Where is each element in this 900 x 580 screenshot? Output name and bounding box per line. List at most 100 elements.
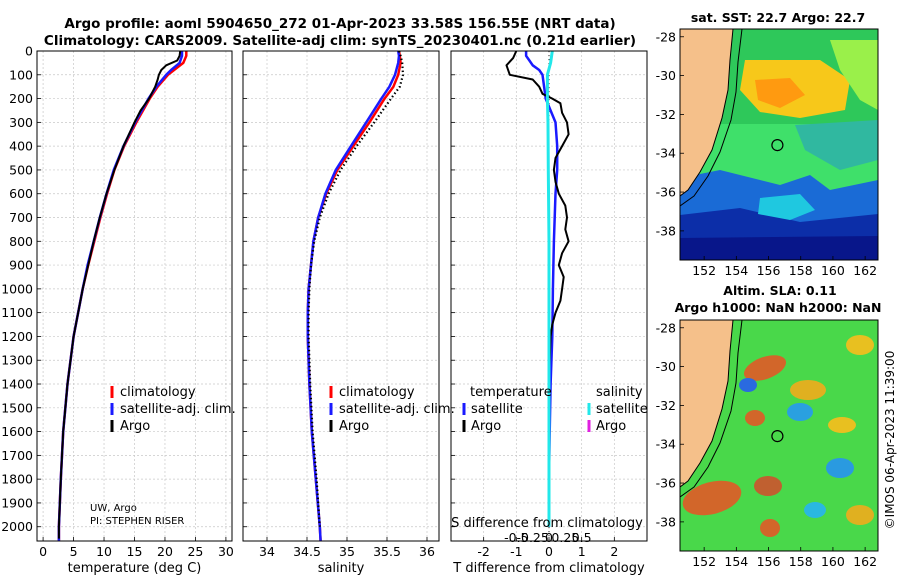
x-tick-label: 15: [127, 544, 143, 559]
y-tick-label: 300: [9, 115, 33, 130]
map-x-tick-label: 158: [789, 554, 813, 569]
series-group: [306, 51, 405, 541]
map-y-tick-label: -28: [656, 29, 676, 44]
legend-label-s-argo: Argo: [596, 419, 626, 434]
y-tick-label: 1200: [1, 329, 33, 344]
y-tick-label: 700: [9, 210, 33, 225]
legend-title-salinity: salinity: [596, 385, 643, 400]
y-tick-label: 800: [9, 234, 33, 249]
x-tick-label: 0: [545, 544, 553, 559]
map-x-tick-label: 158: [789, 263, 813, 278]
sla-map-title: Altim. SLA: 0.11: [723, 283, 836, 298]
y-tick-label: 1600: [1, 424, 33, 439]
sst-isobath: [680, 29, 743, 207]
series-line-argo: [57, 51, 182, 539]
credit-pi: PI: STEPHEN RISER: [90, 516, 184, 527]
sla-high-5: [828, 417, 856, 433]
map-y-tick-label: -38: [656, 514, 676, 529]
legend-label-climatology: climatology: [120, 385, 196, 400]
sla-high-9: [846, 505, 874, 525]
secondary-tick-label: -0.5: [504, 530, 528, 545]
y-tick-label: 1900: [1, 495, 33, 510]
map-x-tick-label: 154: [724, 263, 748, 278]
sla-low-3: [826, 458, 854, 478]
map-y-tick-label: -36: [656, 185, 676, 200]
sst-warm-peak: [755, 78, 805, 108]
map-x-tick-label: 162: [853, 554, 877, 569]
temperature-panel: 0100200300400500600700800900100011001200…: [1, 44, 234, 577]
map-y-tick-label: -30: [656, 68, 676, 83]
map-y-tick-label: -32: [656, 398, 676, 413]
legend-label-t-satellite: satellite: [471, 402, 523, 417]
series-line-s-satellite: [545, 51, 554, 527]
plot-frame: [242, 50, 440, 542]
sst-map: [680, 29, 878, 260]
sst-land: [680, 29, 733, 196]
salinity-panel: 34 34.5 35 35.5 36 salinity: [242, 50, 440, 576]
sst-coastline: [680, 29, 734, 197]
x-tick-label: 34.5: [293, 544, 321, 559]
header-line-2: Climatology: CARS2009. Satellite-adj cli…: [44, 33, 636, 49]
sst-map-frame: [679, 28, 879, 261]
map-x-tick-label: 152: [692, 263, 716, 278]
map-x-tick-label: 154: [724, 554, 748, 569]
header-line-1: Argo profile: aoml 5904650_272 01-Apr-20…: [64, 16, 615, 32]
secondary-tick-label: 0.5: [572, 530, 592, 545]
sla-map-subtitle: Argo h1000: NaN h2000: NaN: [675, 300, 882, 315]
y-tick-label: 1400: [1, 377, 33, 392]
temperature-legend: climatology satellite-adj. clim. Argo: [110, 385, 236, 434]
series-line-satellite-adj-clim-: [306, 51, 401, 541]
legend-label-argo: Argo: [339, 419, 369, 434]
y-tick-label: 500: [9, 162, 33, 177]
x-tick-label: 25: [187, 544, 203, 559]
x-tick-label: 5: [70, 544, 78, 559]
sst-cyan-eddy: [758, 194, 815, 220]
x-axis-label: T difference from climatology: [452, 561, 645, 576]
x-tick-label: 35: [339, 544, 355, 559]
sla-high-3: [846, 335, 874, 355]
difference-legend: temperature salinity satellite Argo sate…: [462, 385, 648, 434]
series-line-t-satellite: [524, 51, 559, 527]
map-x-tick-label: 156: [757, 263, 781, 278]
plot-area: [243, 51, 439, 541]
series-line-t-argo: [505, 51, 570, 527]
y-tick-label: 1700: [1, 448, 33, 463]
x-tick-label: -1: [510, 544, 522, 559]
map-y-tick-label: -34: [656, 437, 676, 452]
sla-high-6: [682, 480, 742, 516]
secondary-tick-label: -0.25: [516, 530, 548, 545]
legend-label-climatology: climatology: [339, 385, 415, 400]
legend-label-satellite: satellite-adj. clim.: [120, 402, 236, 417]
y-tick-label: 1300: [1, 353, 33, 368]
sla-map-axes: 152 154 156 158 160 162 -28 -30 -32 -34 -36 -38: [656, 320, 877, 569]
map-y-tick-label: -30: [656, 359, 676, 374]
sla-map-frame: [679, 319, 879, 552]
x-axis-label: temperature (deg C): [68, 561, 202, 576]
map-y-tick-label: -34: [656, 146, 676, 161]
sla-high-7: [754, 476, 782, 496]
difference-panel: -2 -1 0 1 2 T difference from climatology S di…: [450, 50, 648, 576]
sst-coldest-band: [680, 236, 878, 260]
x-tick-label: 34: [259, 544, 275, 559]
sla-low-1: [739, 378, 757, 392]
sla-high-2: [790, 380, 826, 400]
y-tick-label: 1100: [1, 305, 33, 320]
sst-mid-east-patch: [795, 120, 878, 170]
series-group: [505, 51, 570, 527]
sst-map-title: sat. SST: 22.7 Argo: 22.7: [691, 10, 865, 25]
y-tick-label: 0: [25, 44, 33, 59]
map-y-tick-label: -32: [656, 107, 676, 122]
x-tick-label: 1: [578, 544, 586, 559]
series-group: [57, 51, 188, 541]
x-tick-label: 36: [419, 544, 435, 559]
y-tick-label: 100: [9, 67, 33, 82]
sla-high-4: [745, 410, 765, 426]
y-tick-label: 1500: [1, 400, 33, 415]
sla-low-4: [804, 502, 826, 518]
sla-land: [680, 320, 733, 487]
salinity-legend: climatology satellite-adj. clim. Argo: [329, 385, 455, 434]
sla-high-8: [760, 519, 780, 537]
secondary-axis-label: S difference from climatology: [451, 516, 643, 531]
sla-high-1: [743, 355, 787, 381]
sla-map: [680, 320, 878, 551]
